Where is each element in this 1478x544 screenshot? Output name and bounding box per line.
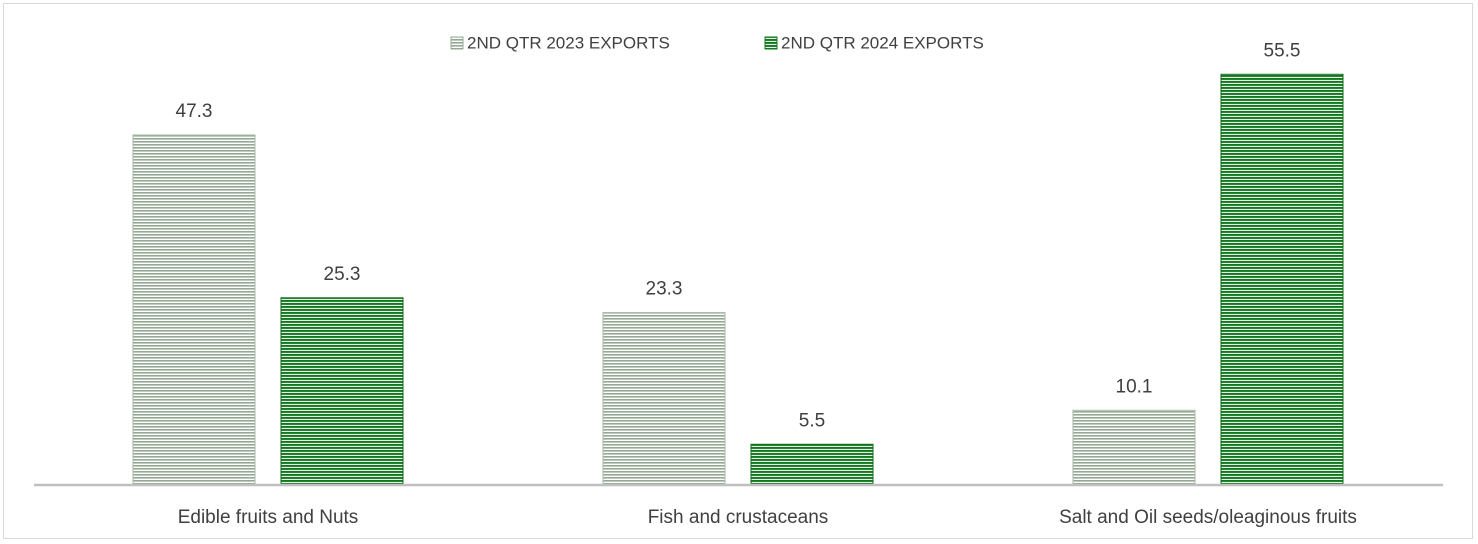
bar-s1-c2 — [1220, 73, 1344, 486]
data-label-s1-c1: 5.5 — [799, 410, 825, 431]
data-label-s0-c0: 47.3 — [176, 101, 213, 122]
category-labels: Edible fruits and Nuts Fish and crustacea… — [178, 507, 1357, 528]
bar-s0-c1 — [602, 312, 726, 486]
legend-swatch-2023 — [450, 36, 464, 50]
bar-s0-c0 — [132, 134, 256, 486]
legend-label-2024: 2ND QTR 2024 EXPORTS — [781, 34, 984, 53]
bar-s0-c2 — [1072, 409, 1196, 486]
bars — [132, 73, 1344, 486]
legend-label-2023: 2ND QTR 2023 EXPORTS — [467, 34, 670, 53]
bar-s1-c0 — [280, 297, 404, 486]
category-label-2: Salt and Oil seeds/oleaginous fruits — [1059, 507, 1357, 528]
data-label-s0-c1: 23.3 — [646, 279, 683, 300]
legend-swatch-2024 — [764, 36, 778, 50]
category-label-0: Edible fruits and Nuts — [178, 507, 359, 528]
data-label-s0-c2: 10.1 — [1116, 376, 1153, 397]
category-label-1: Fish and crustaceans — [648, 507, 829, 528]
legend: 2ND QTR 2023 EXPORTS 2ND QTR 2024 EXPORT… — [450, 34, 984, 53]
bar-s1-c1 — [750, 443, 874, 486]
data-label-s1-c0: 25.3 — [324, 264, 361, 285]
legend-item-2023: 2ND QTR 2023 EXPORTS — [450, 34, 670, 53]
legend-item-2024: 2ND QTR 2024 EXPORTS — [764, 34, 984, 53]
data-label-s1-c2: 55.5 — [1264, 40, 1301, 61]
data-labels: 47.3 25.3 23.3 5.5 10.1 55.5 — [176, 40, 1301, 431]
